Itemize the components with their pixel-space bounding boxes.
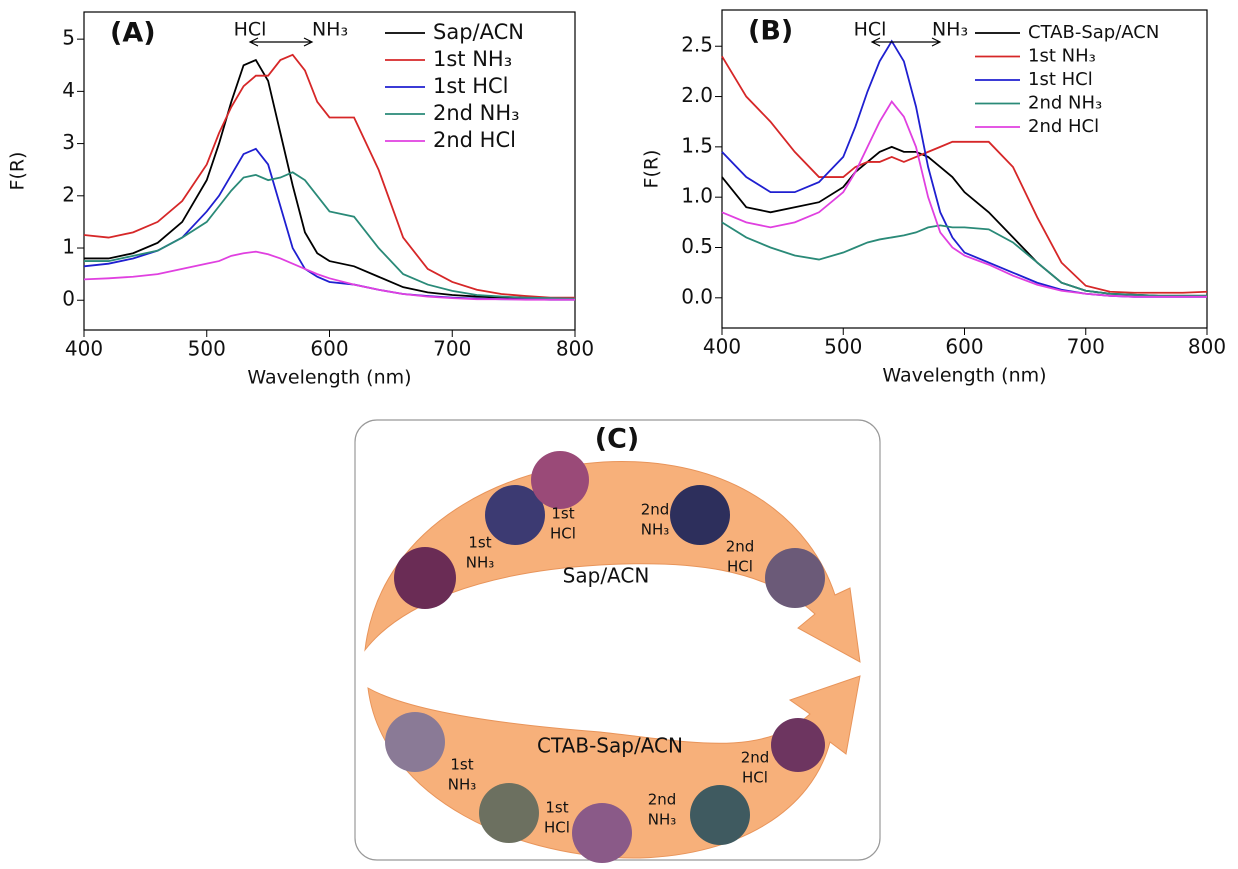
- x-tick-label: 500: [188, 337, 226, 361]
- double-arrow: [870, 37, 942, 47]
- step-label: 2nd: [648, 791, 677, 809]
- legend-label: Sap/ACN: [433, 20, 524, 44]
- data-line: [83, 53, 575, 299]
- sample-disc: [771, 718, 825, 772]
- annotation: HCl: [234, 19, 267, 41]
- sample-disc: [485, 485, 545, 545]
- sample-disc: [690, 785, 750, 845]
- annotation: NH₃: [312, 19, 348, 41]
- sample-disc: [670, 485, 730, 545]
- step-label: 1st: [450, 756, 473, 774]
- y-tick-label: 0: [62, 287, 75, 311]
- data-line: [84, 171, 576, 300]
- legend-label: 2nd NH₃: [1028, 93, 1102, 114]
- y-tick-label: 1: [62, 235, 75, 259]
- step-label: 1st: [468, 534, 491, 552]
- y-axis-label: F(R): [641, 150, 663, 189]
- y-tick-label: 3: [62, 130, 75, 154]
- y-tick-label: 0.5: [681, 234, 713, 258]
- x-tick-label: 800: [1188, 335, 1226, 359]
- legend-label: 1st HCl: [433, 74, 509, 98]
- panel-title: (A): [110, 18, 156, 49]
- annotation: HCl: [854, 19, 887, 41]
- sample-disc: [531, 451, 589, 509]
- data-line: [721, 39, 1207, 298]
- sample-disc: [479, 783, 539, 843]
- step-label: NH₃: [448, 776, 477, 794]
- y-axis-label: F(R): [7, 152, 29, 191]
- chart: 400 500 600 700 800 0 1 2 3 4 5 Wavelength (nm) F(R)…: [7, 11, 594, 389]
- step-label: HCl: [727, 558, 753, 576]
- data-line: [84, 58, 575, 301]
- legend-label: 1st NH₃: [433, 47, 512, 71]
- x-tick-label: 400: [703, 335, 741, 359]
- panel-title: (B): [748, 16, 793, 47]
- y-tick-label: 4: [62, 78, 75, 102]
- annotation: NH₃: [932, 19, 968, 41]
- data-line: [83, 250, 575, 301]
- step-label: HCl: [544, 819, 570, 837]
- step-label: HCl: [742, 769, 768, 787]
- sample-disc: [394, 547, 456, 609]
- plot-frame: [721, 9, 1208, 329]
- step-label: 2nd: [641, 501, 670, 519]
- step-label: HCl: [550, 525, 576, 543]
- sample-disc: [765, 548, 825, 608]
- y-tick-label: 1.0: [681, 184, 713, 208]
- x-tick-label: 400: [65, 337, 103, 361]
- x-tick-label: 800: [556, 337, 594, 361]
- sample-disc: [572, 803, 632, 863]
- x-tick-label: 700: [1067, 335, 1105, 359]
- row-label: Sap/ACN: [563, 564, 650, 588]
- step-label: NH₃: [648, 811, 677, 829]
- legend-label: 2nd HCl: [1028, 116, 1099, 137]
- data-line: [721, 100, 1207, 298]
- y-tick-label: 2.0: [681, 83, 713, 107]
- y-tick-label: 2.5: [681, 33, 713, 57]
- step-label: 1st: [551, 505, 574, 523]
- data-line: [721, 221, 1207, 297]
- x-tick-label: 700: [433, 337, 471, 361]
- legend-label: CTAB-Sap/ACN: [1028, 22, 1159, 43]
- double-arrow: [248, 37, 314, 47]
- legend-label: 2nd HCl: [433, 128, 516, 152]
- y-tick-label: 2: [62, 182, 75, 206]
- x-tick-label: 600: [310, 337, 348, 361]
- x-tick-label: 500: [824, 335, 862, 359]
- step-label: 2nd: [726, 538, 755, 556]
- chart: 400 500 600 700 800 0.0 0.5 1.0 1.5 2.0 2.5 Wavelen…: [641, 9, 1226, 387]
- y-tick-label: 1.5: [681, 133, 713, 157]
- data-line: [721, 55, 1208, 294]
- sample-disc: [385, 712, 445, 772]
- panel-title: (C): [595, 424, 640, 455]
- step-label: NH₃: [466, 554, 495, 572]
- x-axis-label: Wavelength (nm): [882, 365, 1046, 387]
- x-axis-label: Wavelength (nm): [247, 367, 411, 389]
- legend-label: 2nd NH₃: [433, 101, 520, 125]
- panel-c: (C) Sap/ACN CTAB-Sap/ACN 1st NH₃ 1st HCl…: [354, 419, 881, 863]
- y-tick-label: 0.0: [681, 284, 713, 308]
- data-line: [721, 145, 1207, 297]
- x-tick-label: 600: [945, 335, 983, 359]
- y-tick-label: 5: [62, 26, 75, 50]
- legend-label: 1st NH₃: [1028, 46, 1096, 67]
- step-label: 2nd: [741, 749, 770, 767]
- step-label: 1st: [545, 799, 568, 817]
- legend-label: 1st HCl: [1028, 69, 1093, 90]
- row-label: CTAB-Sap/ACN: [537, 734, 683, 758]
- step-label: NH₃: [641, 521, 670, 539]
- data-line: [83, 147, 575, 301]
